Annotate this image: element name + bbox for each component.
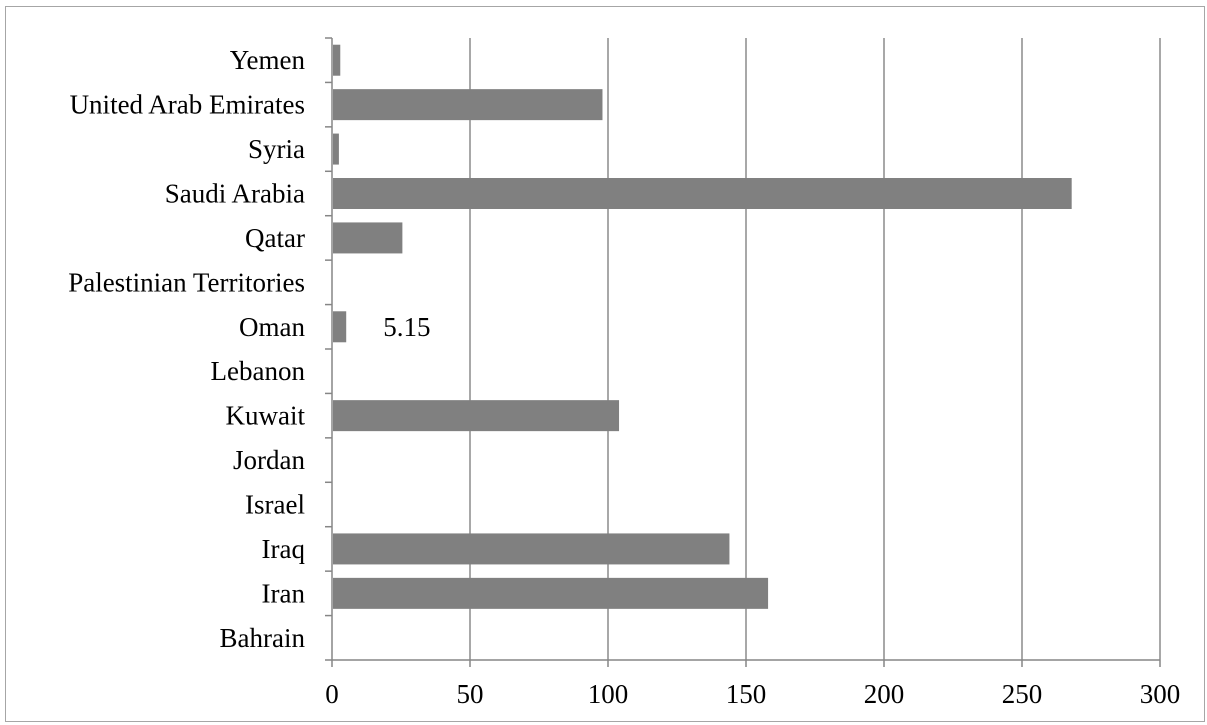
category-label: Iraq [262,534,306,564]
category-label: Oman [239,312,305,342]
bar-oman [333,311,347,343]
bar-saudi-arabia [333,178,1072,209]
x-tick-label: 50 [457,679,484,709]
category-label: United Arab Emirates [70,90,305,120]
category-label: Bahrain [220,623,306,653]
x-tick-label: 100 [588,679,629,709]
category-label: Saudi Arabia [165,179,305,209]
category-label: Iran [262,578,306,608]
bar-iran [333,577,769,609]
x-tick-label: 0 [325,679,339,709]
x-tick-label: 300 [1140,679,1181,709]
bar-yemen [333,44,341,76]
category-label: Qatar [245,223,305,253]
bar-united-arab-emirates [333,89,603,121]
category-label: Yemen [230,45,306,75]
x-tick-label: 150 [726,679,767,709]
category-label: Israel [245,490,305,520]
category-label: Jordan [233,445,305,475]
bar-iraq [333,533,730,565]
x-tick-label: 200 [864,679,905,709]
bar-syria [333,133,339,165]
category-label: Lebanon [211,356,306,386]
category-label: Syria [248,134,305,164]
category-label: Kuwait [226,401,306,431]
x-tick-label: 250 [1002,679,1043,709]
bar-qatar [333,222,403,254]
data-label: 5.15 [383,312,430,342]
gridlines [469,38,1161,660]
labels: 0 50 100 150 200 250 300 Bahrain Iran Iraq Israel J… [68,45,1180,709]
bar-kuwait [333,400,620,432]
bars [333,44,1072,609]
axes [325,37,1161,667]
category-label: Palestinian Territories [68,267,305,297]
